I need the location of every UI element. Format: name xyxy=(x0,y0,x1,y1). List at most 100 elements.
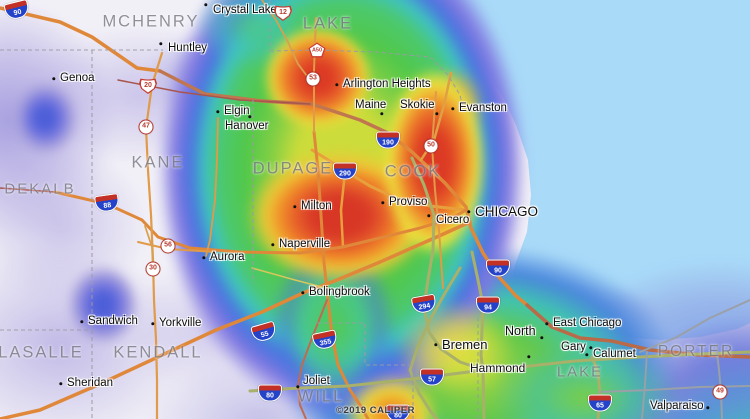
city-dot-genoa xyxy=(52,77,56,81)
city-dot-north xyxy=(540,336,544,340)
county-label-will-8: WILL xyxy=(297,387,345,406)
shield-text: A50 xyxy=(309,43,325,57)
road-porter-ns xyxy=(641,351,648,419)
city-label-milton: Milton xyxy=(301,200,332,212)
city-label-skokie: Skokie xyxy=(400,99,435,111)
city-dot-hanover xyxy=(248,115,252,119)
road-stevenson-i55 xyxy=(0,220,472,419)
shield-30-11: 30 xyxy=(145,261,161,277)
road-us12 xyxy=(261,0,311,81)
shield-80-19: 80 xyxy=(386,404,410,419)
shield-53-3: 53 xyxy=(305,71,321,87)
shield-56-10: 56 xyxy=(160,238,176,254)
shield-47-5: 47 xyxy=(138,119,154,135)
city-dot-east-chicago xyxy=(545,322,549,326)
city-dot-crystal-lake xyxy=(204,3,208,7)
city-dot-cicero xyxy=(427,214,431,218)
city-label-north: North xyxy=(505,324,536,338)
county-boundary-4 xyxy=(317,322,414,419)
city-label-sandwich: Sandwich xyxy=(88,315,138,327)
city-label-hammond: Hammond xyxy=(470,361,526,375)
city-dot-sandwich xyxy=(80,320,84,324)
city-label-huntley: Huntley xyxy=(168,42,207,54)
road-us30-indiana xyxy=(599,385,750,393)
city-dot-calumet xyxy=(585,353,589,357)
city-dot-aurora xyxy=(202,256,206,260)
county-label-porter-10: PORTER xyxy=(657,343,735,360)
city-label-sheridan: Sheridan xyxy=(67,377,114,389)
city-label-calumet: Calumet xyxy=(593,348,636,360)
road-i355 xyxy=(312,130,370,419)
road-il53-north xyxy=(313,17,317,133)
city-label-naperville: Naperville xyxy=(279,238,331,250)
shield-94-13: 94 xyxy=(476,296,500,314)
city-dot-gary xyxy=(589,346,593,350)
city-dot-maine xyxy=(380,112,384,116)
shield-12-1: 12 xyxy=(274,5,292,21)
city-dot-bolingbrook xyxy=(301,291,305,295)
city-dot-elgin xyxy=(216,110,220,114)
city-label-cicero: Cicero xyxy=(436,214,470,226)
city-label-yorkville: Yorkville xyxy=(159,317,202,329)
road-tristate-i294 xyxy=(410,156,480,370)
county-label-lake-1: LAKE xyxy=(302,14,354,33)
city-label-valparaiso: Valparaiso xyxy=(650,400,704,412)
city-dot-joliet xyxy=(296,385,300,389)
county-label-lake-9: LAKE xyxy=(556,363,604,381)
road-il25 xyxy=(205,117,219,257)
map-attribution: ©2019 CALIPER xyxy=(336,405,415,416)
city-label-bolingbrook: Bolingbrook xyxy=(309,286,370,298)
shield-50-7: 50 xyxy=(423,138,439,154)
city-dot-milton xyxy=(293,205,297,209)
city-dot-evanston xyxy=(451,107,455,111)
county-label-lasalle-6: LASALLE xyxy=(0,343,84,362)
road-i88-west xyxy=(0,187,56,193)
county-label-mchenry-0: MCHENRY xyxy=(102,12,200,31)
county-label-dekalb-3: DEKALB xyxy=(4,180,76,198)
shield-65-20: 65 xyxy=(588,394,612,412)
shield-57-17: 57 xyxy=(420,368,444,386)
shield-80-18: 80 xyxy=(258,384,282,402)
city-label-evanston: Evanston xyxy=(459,102,507,114)
shield-A50-2: A50 xyxy=(308,42,326,58)
city-label-hanover: Hanover xyxy=(225,120,269,132)
city-label-gary: Gary xyxy=(561,341,586,353)
city-label-chicago: CHICAGO xyxy=(475,204,539,219)
road-i57 xyxy=(408,266,462,419)
shield-49-21: 49 xyxy=(712,384,728,400)
road-i290-connector xyxy=(339,170,347,249)
city-dot-skokie xyxy=(435,112,439,116)
city-dot-hammond xyxy=(527,355,531,359)
road-boughton-rd xyxy=(251,267,323,288)
road-i88-tollway xyxy=(53,190,468,255)
city-label-genoa: Genoa xyxy=(60,72,95,84)
city-label-elgin: Elgin xyxy=(224,105,250,117)
city-dot-yorkville xyxy=(151,322,155,326)
city-label-aurora: Aurora xyxy=(210,251,245,263)
city-dot-proviso xyxy=(381,201,385,205)
road-in49 xyxy=(715,344,723,419)
road-i80-borman xyxy=(248,350,750,393)
city-dot-valparaiso xyxy=(706,406,710,410)
road-il47 xyxy=(144,51,164,419)
city-dot-sheridan xyxy=(59,382,63,386)
city-dot-naperville xyxy=(271,243,275,247)
shield-290-8: 290 xyxy=(333,162,357,180)
city-dot-arlington-heights xyxy=(335,83,339,87)
shield-190-6: 190 xyxy=(376,131,400,149)
county-label-kendall-7: KENDALL xyxy=(113,343,203,362)
road-joliet-road xyxy=(297,299,328,419)
city-label-arlington-heights: Arlington Heights xyxy=(343,78,431,90)
city-label-proviso: Proviso xyxy=(389,196,428,208)
city-dot-chicago xyxy=(467,210,471,214)
city-dot-huntley xyxy=(159,42,163,46)
county-label-kane-2: KANE xyxy=(131,153,185,172)
county-label-dupage-4: DUPAGE xyxy=(252,159,334,178)
road-il50-cicero-ave xyxy=(431,91,444,289)
city-label-joliet: Joliet xyxy=(303,375,330,387)
city-label-bremen: Bremen xyxy=(442,337,488,352)
city-label-crystal-lake: Crystal Lake xyxy=(213,4,277,16)
